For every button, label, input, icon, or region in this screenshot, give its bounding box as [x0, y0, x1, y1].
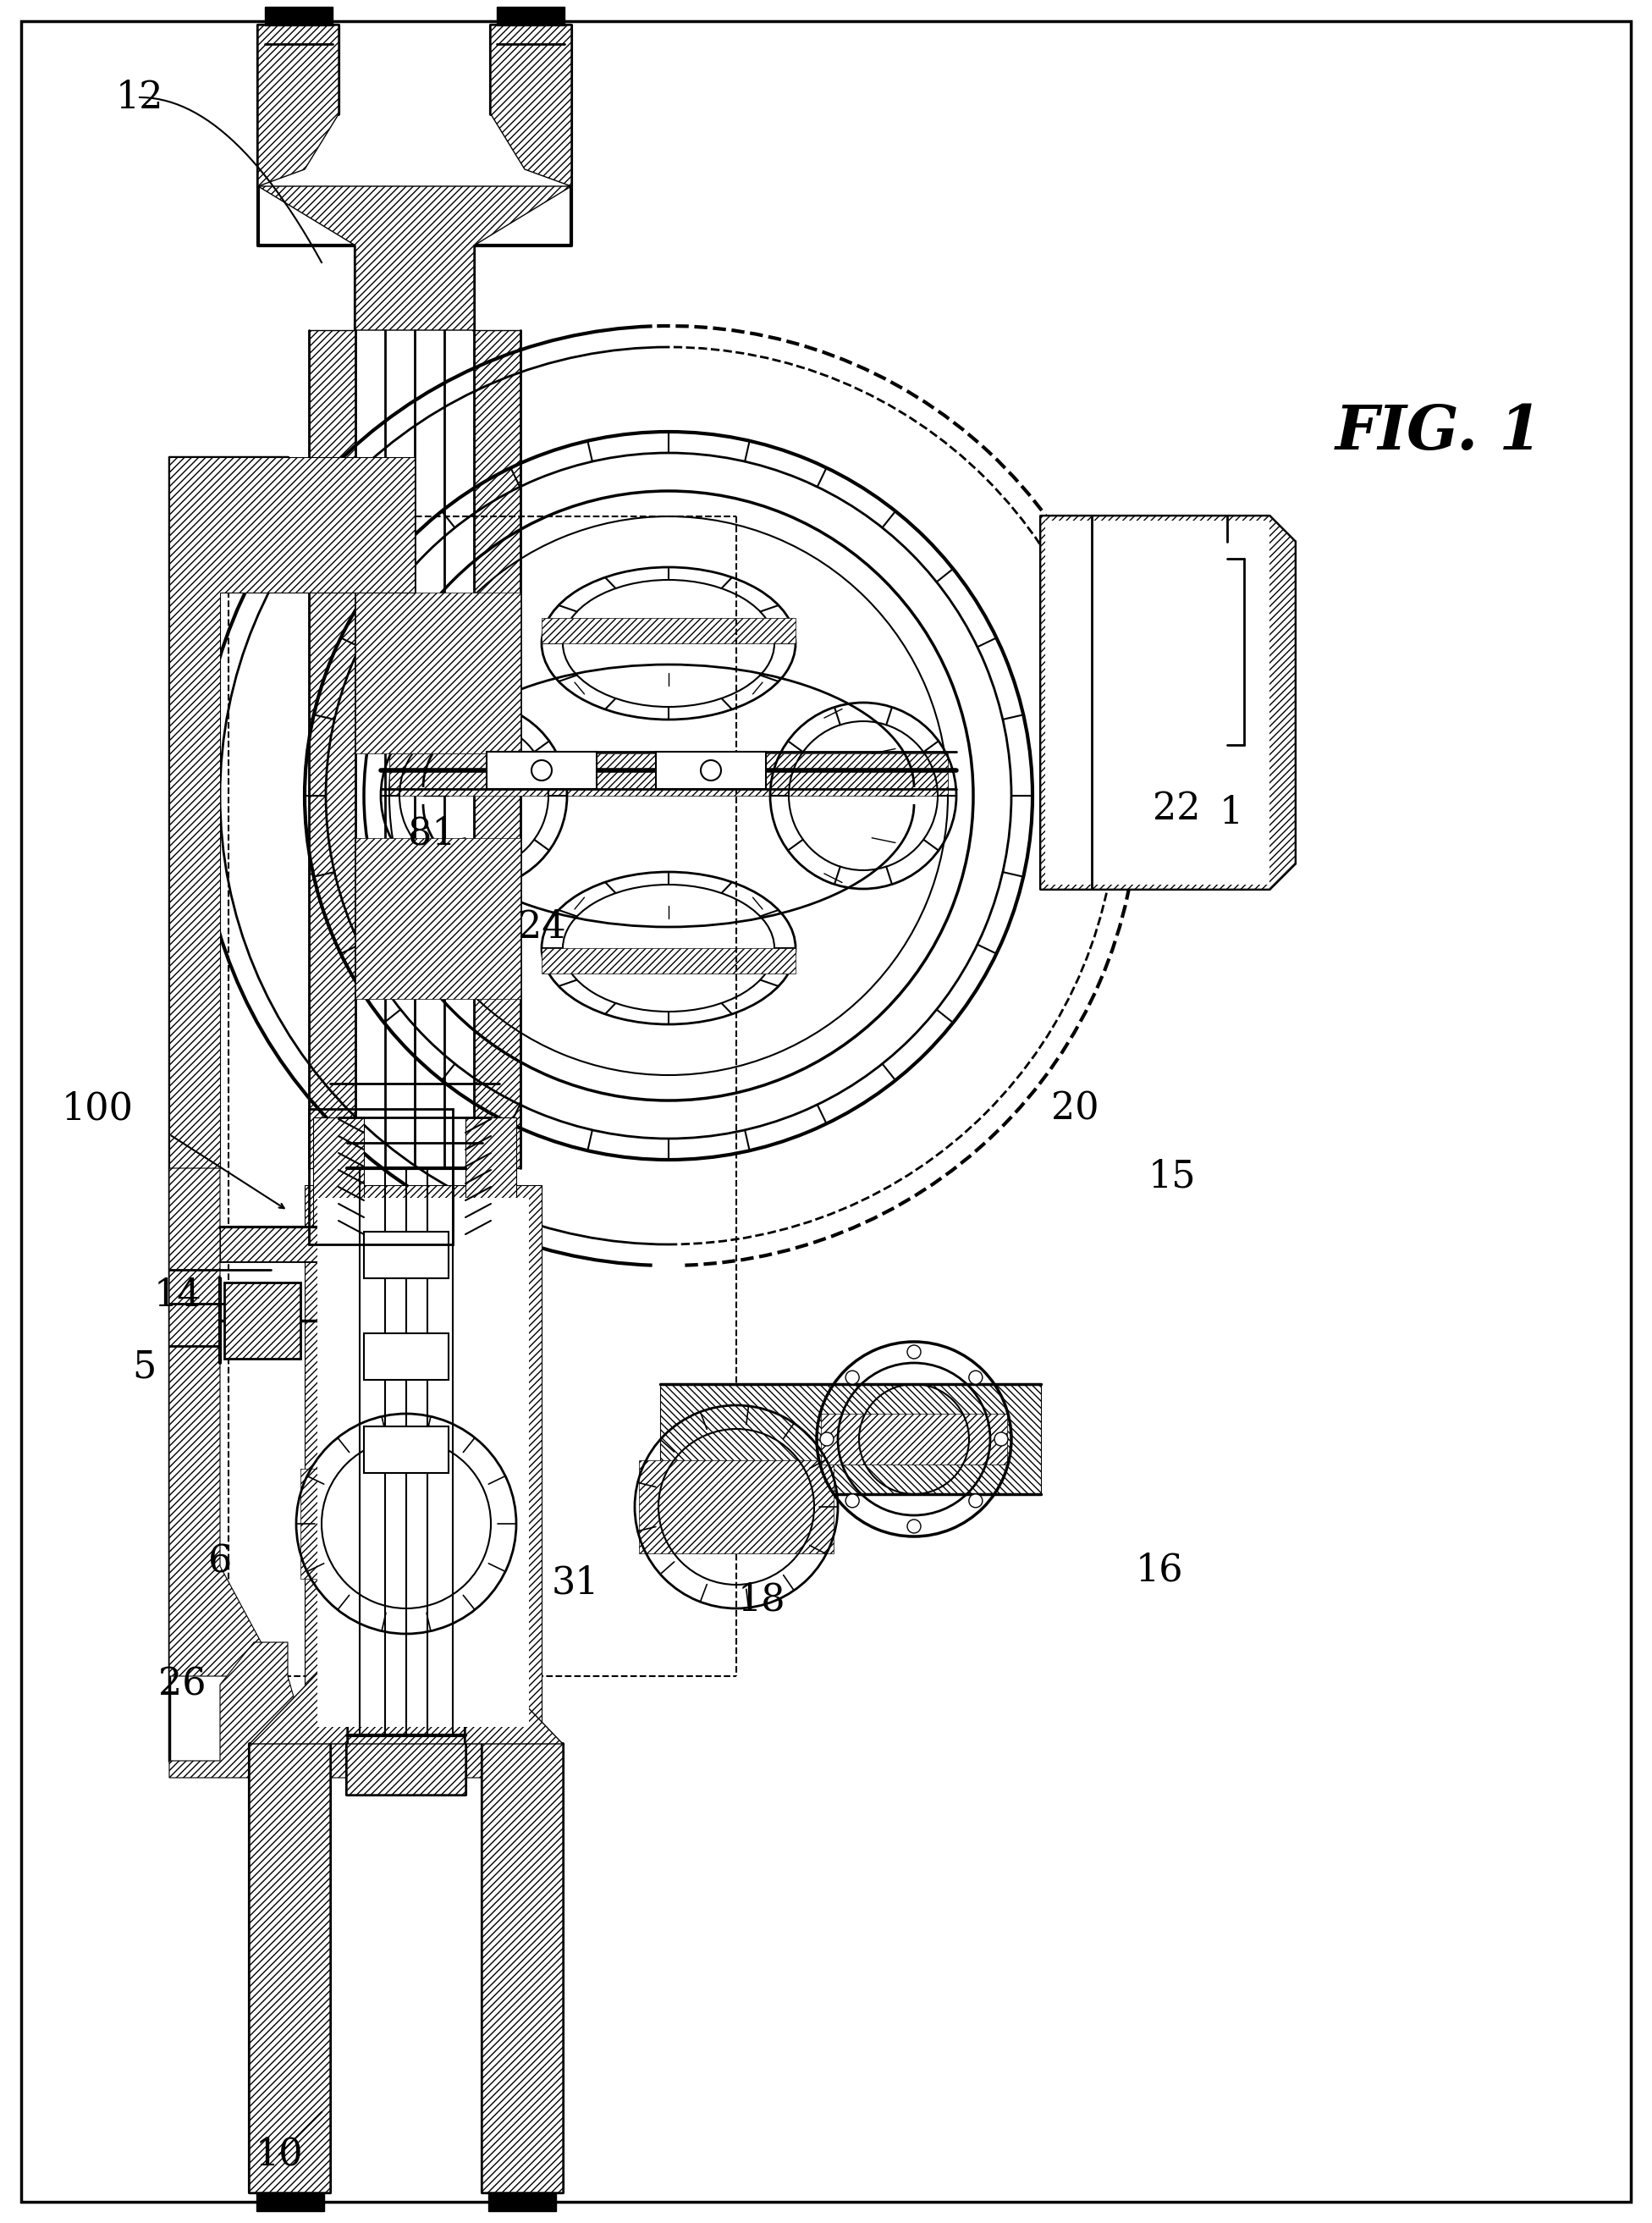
Polygon shape	[169, 1643, 542, 1778]
Polygon shape	[542, 949, 796, 974]
Bar	[363, 1427, 449, 1474]
Polygon shape	[639, 1461, 834, 1554]
Bar	[497, 7, 565, 24]
Text: 10: 10	[256, 2136, 304, 2172]
Polygon shape	[1041, 516, 1295, 889]
Polygon shape	[474, 331, 520, 1169]
Text: 22: 22	[1153, 789, 1201, 827]
Polygon shape	[304, 1185, 542, 1736]
Polygon shape	[301, 1469, 512, 1578]
Polygon shape	[249, 1658, 330, 2192]
Polygon shape	[258, 24, 339, 187]
Circle shape	[907, 1521, 920, 1534]
Text: 24: 24	[517, 909, 565, 945]
Polygon shape	[821, 1414, 1008, 1465]
Polygon shape	[258, 187, 572, 331]
Polygon shape	[309, 331, 355, 1169]
Circle shape	[907, 1345, 920, 1358]
Bar	[487, 751, 596, 789]
Bar	[363, 1232, 449, 1278]
Circle shape	[700, 760, 720, 780]
Circle shape	[968, 1494, 983, 1507]
Polygon shape	[491, 24, 572, 187]
Bar	[1046, 520, 1269, 885]
Circle shape	[819, 1432, 834, 1445]
Polygon shape	[355, 838, 520, 998]
Text: 100: 100	[61, 1091, 134, 1127]
Bar	[489, 2192, 557, 2212]
Text: 14: 14	[154, 1276, 202, 1314]
Circle shape	[968, 1372, 983, 1385]
Circle shape	[995, 1432, 1008, 1445]
Polygon shape	[314, 1118, 363, 1236]
Bar	[225, 1283, 301, 1358]
Circle shape	[532, 760, 552, 780]
Polygon shape	[355, 594, 520, 754]
Polygon shape	[661, 1385, 1041, 1494]
Circle shape	[846, 1494, 859, 1507]
Text: 18: 18	[738, 1583, 786, 1618]
Bar	[656, 751, 767, 789]
Polygon shape	[390, 754, 948, 796]
Text: 1: 1	[1219, 794, 1244, 831]
Bar	[256, 2192, 324, 2212]
Text: 81: 81	[408, 816, 456, 851]
Text: 15: 15	[1148, 1158, 1196, 1196]
Text: 16: 16	[1135, 1552, 1183, 1589]
Text: FIG. 1: FIG. 1	[1335, 402, 1543, 462]
Text: 31: 31	[552, 1565, 600, 1601]
Text: 12: 12	[116, 80, 164, 116]
Polygon shape	[466, 1118, 515, 1236]
Circle shape	[846, 1372, 859, 1385]
Text: 5: 5	[132, 1349, 155, 1385]
Polygon shape	[169, 458, 415, 1169]
Text: 6: 6	[208, 1543, 231, 1581]
Polygon shape	[169, 1169, 279, 1676]
Bar	[363, 1334, 449, 1380]
Polygon shape	[220, 1227, 474, 1260]
Text: 26: 26	[159, 1667, 206, 1703]
Polygon shape	[249, 1643, 563, 1794]
Polygon shape	[542, 618, 796, 642]
Text: 20: 20	[1051, 1091, 1099, 1127]
Polygon shape	[482, 1658, 563, 2192]
Bar	[309, 1109, 453, 1245]
Bar	[264, 7, 332, 24]
Bar	[317, 1198, 529, 1727]
